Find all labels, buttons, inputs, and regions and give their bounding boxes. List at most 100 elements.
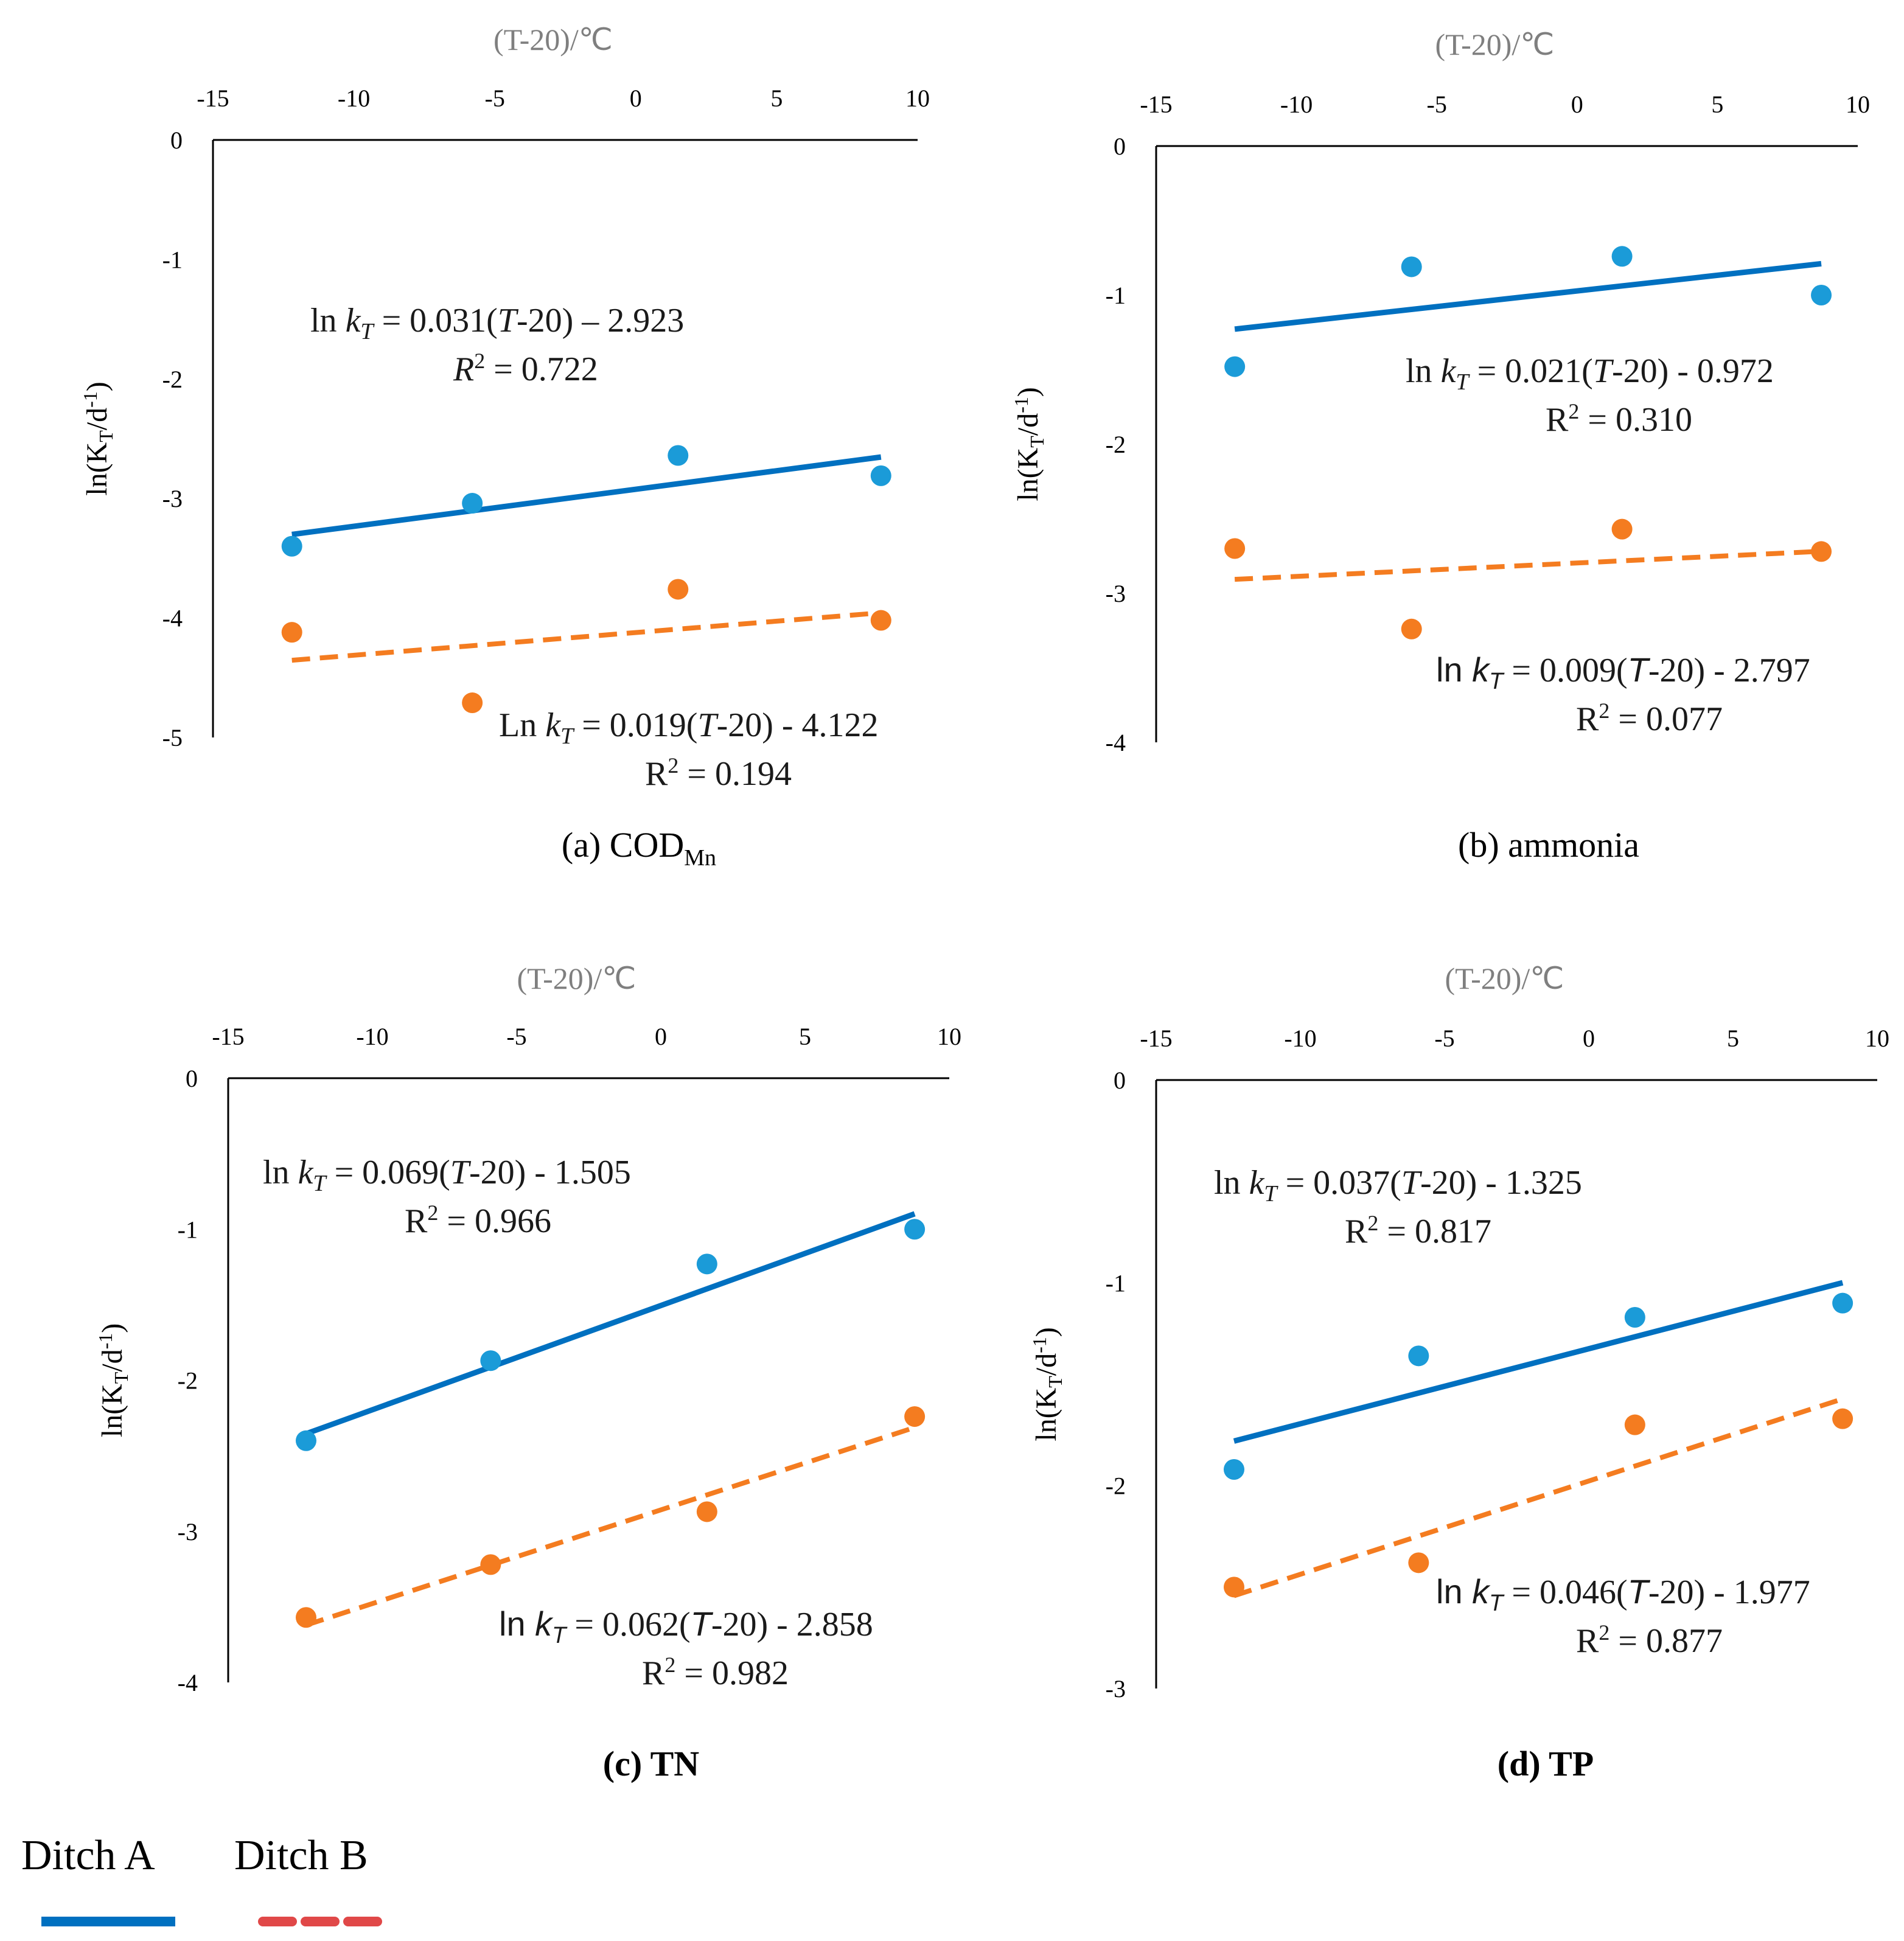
data-point-ditch-b	[1811, 541, 1832, 562]
eq-k-sub: T	[1456, 369, 1470, 395]
eq-t: T	[1401, 1164, 1423, 1202]
eq-lead: ln	[1406, 352, 1441, 390]
chart-caption: (d) TP	[1498, 1744, 1594, 1783]
fit-line-ditch-b	[291, 610, 882, 663]
fit-line-ditch-a	[305, 1211, 916, 1437]
fit-line-ditch-b	[1233, 1396, 1844, 1598]
chart-panel-d: -15 -10 -5 0 5 100-1-2-3(T-20)/℃ln(KT/d-1)ln …	[1028, 961, 1889, 1783]
x-tick-label: -10	[1284, 1025, 1316, 1052]
eq-t: T	[1593, 352, 1614, 390]
r-squared-ditch-b: R2 = 0.194	[645, 753, 792, 793]
x-tick-label: 5	[770, 85, 783, 112]
data-point-ditch-b	[870, 610, 891, 631]
caption-sub: Mn	[684, 845, 716, 871]
eq-lead: ln	[1214, 1164, 1249, 1202]
eq-mid: = 0.031(	[374, 302, 498, 340]
eq-k: k	[545, 706, 561, 744]
chart-panel-b: -15 -10 -5 0 5 100-1-2-3-4(T-20)/℃ln(KT/d-1)l…	[1010, 27, 1870, 865]
x-tick-label: 0	[630, 85, 642, 112]
data-point-ditch-b	[1611, 518, 1633, 540]
r2-value: = 0.722	[485, 350, 598, 388]
r2-sup: 2	[1599, 699, 1609, 723]
chart-panel-a: -15 -10 -5 0 5 100-1-2-3-4-5(T-20)/℃ln(KT/d-1…	[79, 23, 930, 871]
eq-mid: = 0.037(	[1277, 1164, 1401, 1202]
data-point-ditch-a	[1811, 285, 1832, 305]
x-axis-title: (T-20)/℃	[517, 961, 636, 995]
y-axis-title: ln(KT/d-1)	[1010, 387, 1048, 501]
eq-lead: ln	[263, 1154, 298, 1191]
r2-sup: 2	[668, 753, 678, 778]
r2-value: = 0.194	[678, 755, 792, 793]
caption-main: (d) TP	[1498, 1744, 1594, 1783]
data-point-ditch-b	[668, 579, 689, 600]
legend: Ditch A Ditch B	[21, 1832, 393, 1926]
x-tick-label: -15	[212, 1023, 244, 1050]
y-title-sup: -1	[1028, 1337, 1050, 1353]
eq-mid: = 0.009(	[1503, 652, 1627, 689]
y-title-part: ln(K	[81, 442, 113, 495]
y-title-part: /d	[81, 408, 113, 430]
r2-label: R	[405, 1202, 428, 1240]
x-axis-title: (T-20)/℃	[1445, 961, 1564, 995]
x-tick-label: 10	[1846, 91, 1870, 118]
eq-t: T	[498, 302, 519, 340]
r-squared-ditch-b: R2 = 0.077	[1576, 699, 1723, 738]
y-tick-label: -2	[1106, 431, 1126, 458]
eq-tail: -20) - 4.122	[717, 706, 879, 744]
equation-ditch-a: ln kT = 0.037(T-20) - 1.325	[1214, 1164, 1582, 1207]
x-tick-label: 5	[799, 1023, 811, 1050]
eq-mid: = 0.062(	[566, 1606, 690, 1643]
y-tick-label: -2	[178, 1367, 198, 1395]
chart-caption: (c) TN	[603, 1744, 700, 1783]
x-tick-label: 10	[905, 85, 930, 112]
data-point-ditch-b	[1832, 1408, 1853, 1429]
r2-label: R	[642, 1654, 665, 1692]
x-tick-label: -10	[1280, 91, 1313, 118]
data-point-ditch-a	[696, 1253, 717, 1275]
legend-label-ditch-b: Ditch B	[234, 1832, 368, 1879]
eq-lead: Ln	[499, 706, 545, 744]
data-point-ditch-a	[668, 445, 689, 466]
x-tick-label: 10	[1865, 1025, 1889, 1052]
eq-k-sub: T	[552, 1623, 568, 1648]
y-title-part: )	[1030, 1327, 1062, 1337]
eq-k: k	[1472, 650, 1491, 689]
fit-line-ditch-a	[1233, 1280, 1844, 1444]
x-tick-label: -10	[356, 1023, 388, 1050]
r-squared-ditch-b: R2 = 0.877	[1576, 1620, 1723, 1660]
y-tick-label: -4	[162, 605, 183, 632]
equation-ditch-b: ln kT = 0.062(T-20) - 2.858	[499, 1605, 873, 1648]
r2-sup: 2	[1599, 1620, 1609, 1645]
y-tick-label: 0	[170, 127, 183, 154]
legend-label-ditch-a: Ditch A	[21, 1832, 155, 1879]
data-point-ditch-a	[1408, 1345, 1429, 1367]
y-tick-label: 0	[1114, 1067, 1126, 1094]
y-tick-label: 0	[1114, 133, 1126, 160]
eq-t: T	[697, 706, 719, 744]
r2-sup: 2	[1568, 399, 1579, 423]
y-title-part: /d	[1012, 413, 1044, 436]
y-tick-label: -3	[1106, 580, 1126, 607]
r2-sup: 2	[474, 349, 485, 373]
data-point-ditch-b	[480, 1554, 501, 1575]
r2-label: R	[453, 350, 474, 388]
y-title-sub: T	[1044, 1376, 1066, 1388]
eq-mid: = 0.019(	[573, 706, 697, 744]
x-tick-label: -15	[1140, 91, 1172, 118]
data-point-ditch-a	[904, 1219, 926, 1240]
y-axis-title: ln(KT/d-1)	[79, 382, 117, 496]
y-title-part: /d	[96, 1349, 128, 1371]
eq-mid: = 0.069(	[326, 1154, 450, 1191]
y-title-part: )	[1012, 387, 1044, 397]
eq-k-sub: T	[1489, 1591, 1505, 1616]
data-point-ditch-b	[1223, 1577, 1244, 1598]
equation-ditch-a: ln kT = 0.021(T-20) - 0.972	[1406, 352, 1774, 395]
data-point-ditch-b	[1401, 618, 1422, 639]
y-tick-label: -3	[178, 1518, 198, 1545]
eq-tail: -20) - 2.858	[711, 1606, 873, 1643]
y-tick-label: -2	[1106, 1472, 1126, 1500]
eq-k-sub: T	[1264, 1181, 1278, 1207]
r2-value: = 0.817	[1378, 1213, 1491, 1250]
panels: -15 -10 -5 0 5 100-1-2-3-4-5(T-20)/℃ln(KT/d-1…	[79, 23, 1889, 1783]
r-squared-ditch-a: R2 = 0.966	[405, 1200, 551, 1240]
